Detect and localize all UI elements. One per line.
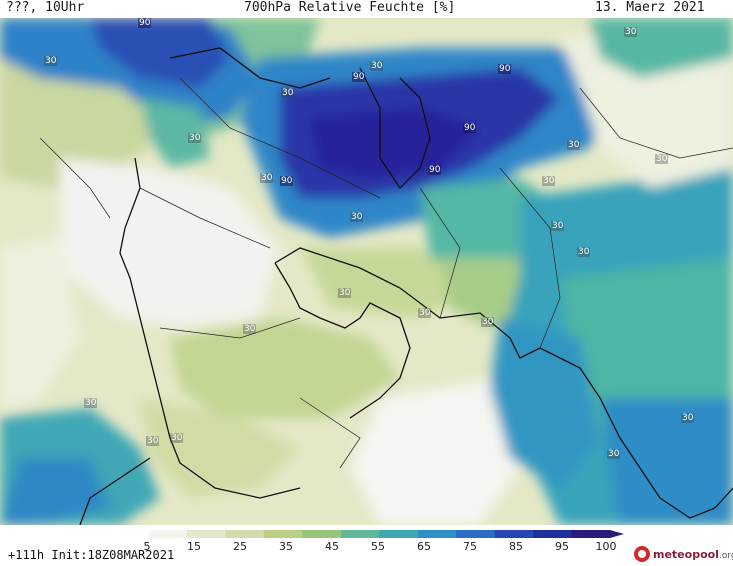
contour-label: 30 [567, 140, 581, 150]
black-sea-coast [169, 47, 331, 89]
colorbar-label: 15 [187, 540, 201, 553]
colorbar-segment [456, 530, 496, 538]
borders [39, 77, 733, 469]
saturated-turkey [90, 18, 230, 88]
colorbar-label: 85 [509, 540, 523, 553]
contour-label: 30 [84, 398, 98, 408]
humidity-fill [0, 18, 733, 525]
init-time-label: +111h Init:18Z08MAR2021 [8, 548, 175, 562]
colorbar-segment [494, 530, 534, 538]
contour-label: 90 [280, 176, 294, 186]
contour-label: 30 [188, 133, 202, 143]
very-dry-south [350, 378, 520, 525]
colorbar-label: 45 [325, 540, 339, 553]
colorbar-segment [417, 530, 457, 538]
east-africa-coast [79, 457, 151, 525]
colorbar-label: 95 [555, 540, 569, 553]
contour-label: 30 [243, 324, 257, 334]
colorbar-label: 55 [371, 540, 385, 553]
contour-label: 90 [138, 18, 152, 28]
wet-india-south [600, 398, 733, 525]
colorbar-label: 65 [417, 540, 431, 553]
colorbar-segment [110, 530, 149, 538]
moderate-yemen [140, 398, 300, 498]
colorbar-label: 25 [233, 540, 247, 553]
very-dry-arabia [60, 158, 280, 328]
contour-label: 30 [481, 317, 495, 327]
contour-label: 90 [352, 72, 366, 82]
caspian-coast [359, 67, 431, 190]
contour-label: 30 [418, 308, 432, 318]
very-dry-west [0, 238, 80, 408]
colorbar-segment [571, 530, 611, 538]
humidity-map: 90 30 90 30 90 30 90 30 30 90 30 90 30 3… [0, 18, 733, 525]
contour-label: 30 [44, 56, 58, 66]
saturated-core [310, 108, 480, 178]
wet-arabian-sea [490, 318, 600, 488]
colorbar-label: 75 [463, 540, 477, 553]
contour-label: 30 [350, 212, 364, 222]
contour-label: 30 [607, 449, 621, 459]
contour-label: 30 [655, 154, 669, 164]
valid-time-label: ???, 10Uhr [6, 0, 85, 15]
contour-label: 30 [260, 173, 274, 183]
brand-name: meteopool [653, 547, 719, 561]
meteopool-logo-icon [634, 546, 650, 562]
contour-label: 30 [551, 221, 565, 231]
colorbar-segment [186, 530, 226, 538]
colorbar-segment [302, 530, 342, 538]
colorbar-label: 100 [595, 540, 617, 553]
contour-label: 90 [498, 64, 512, 74]
humid-levant [140, 98, 210, 168]
colorbar-segment [148, 530, 188, 538]
colorbar-arrow [610, 530, 624, 538]
contour-label: 30 [681, 413, 695, 423]
contour-label: 90 [463, 123, 477, 133]
forecast-date: 13. Maerz 2021 [595, 0, 705, 15]
colorbar-segment [225, 530, 265, 538]
coastlines [79, 47, 733, 525]
humidity-field-svg [0, 18, 733, 525]
colorbar [110, 530, 624, 538]
colorbar-label: 5 [143, 540, 151, 553]
contour-label: 90 [428, 165, 442, 175]
meteopool-brand[interactable]: meteopool.org [634, 546, 733, 562]
contour-label: 30 [370, 61, 384, 71]
colorbar-segment [533, 530, 573, 538]
gulf-coast [274, 262, 411, 419]
contour-label: 30 [624, 27, 638, 37]
map-title: 700hPa Relative Feuchte [%] [244, 0, 456, 15]
contour-label: 30 [577, 247, 591, 257]
brand-tld: .org [718, 550, 733, 561]
moderate-arabia [170, 318, 400, 418]
wet-africa [0, 458, 110, 525]
colorbar-segment [379, 530, 419, 538]
colorbar-segment [263, 530, 303, 538]
contour-label: 30 [170, 433, 184, 443]
contour-label: 30 [146, 436, 160, 446]
colorbar-segment [340, 530, 380, 538]
contour-label: 30 [281, 88, 295, 98]
levant-coast [119, 157, 301, 499]
contour-label: 30 [542, 176, 556, 186]
iran-coast [274, 247, 541, 359]
contour-label: 30 [338, 288, 352, 298]
india-coast [539, 347, 733, 519]
humid-central-asia [590, 18, 733, 78]
dry-tibet [560, 28, 733, 188]
colorbar-label: 35 [279, 540, 293, 553]
